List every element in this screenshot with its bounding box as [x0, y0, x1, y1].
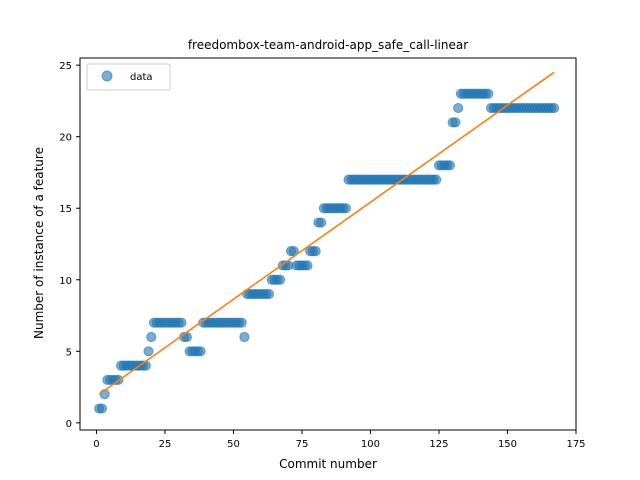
- legend: data: [86, 63, 171, 91]
- data-point: [340, 203, 351, 214]
- x-tick-label: 125: [429, 439, 448, 450]
- fit-line: [98, 71, 555, 395]
- data-point: [140, 360, 151, 371]
- data-point: [450, 117, 461, 128]
- x-tick-label: 150: [498, 439, 517, 450]
- chart-title: freedombox-team-android-app_safe_call-li…: [188, 38, 468, 52]
- axes-layer: 0 25 50 75 100 125 150 175 0 5 10 15 20 25: [59, 57, 586, 450]
- data-point: [146, 331, 157, 343]
- x-tick-label: 0: [93, 439, 99, 450]
- data-point: [483, 88, 494, 99]
- x-axis-label: Commit number: [279, 457, 377, 471]
- y-tick-label: 15: [59, 204, 72, 215]
- data-point: [263, 288, 275, 300]
- y-tick-label: 25: [59, 61, 72, 72]
- data-point: [239, 331, 250, 343]
- y-tick-label: 0: [66, 419, 72, 430]
- x-tick-label: 50: [227, 439, 240, 450]
- data-point: [176, 317, 187, 328]
- y-axis-label: Number of instance of a feature: [32, 147, 46, 339]
- data-point: [310, 246, 321, 257]
- data-point: [195, 346, 206, 357]
- plot-frame: [79, 57, 577, 431]
- legend-frame: [86, 63, 171, 91]
- data-point: [96, 403, 108, 414]
- data-point: [274, 274, 286, 285]
- points-layer: [94, 88, 560, 414]
- x-tick-label: 75: [296, 439, 309, 450]
- data-point: [143, 346, 154, 357]
- y-tick-label: 5: [66, 347, 72, 358]
- data-point: [444, 160, 456, 171]
- data-point: [548, 102, 560, 114]
- data-point: [431, 174, 442, 185]
- legend-marker: [101, 70, 113, 82]
- y-tick-label: 20: [59, 133, 72, 144]
- data-point: [302, 260, 313, 271]
- x-tick-label: 25: [159, 439, 172, 450]
- data-point: [453, 102, 464, 114]
- data-point: [236, 317, 247, 328]
- x-tick-label: 100: [361, 439, 380, 450]
- data-point: [316, 217, 327, 228]
- fit-line-layer: [98, 71, 555, 395]
- legend-label-data: data: [130, 72, 153, 83]
- x-tick-label: 175: [566, 439, 585, 450]
- y-tick-label: 10: [59, 276, 72, 287]
